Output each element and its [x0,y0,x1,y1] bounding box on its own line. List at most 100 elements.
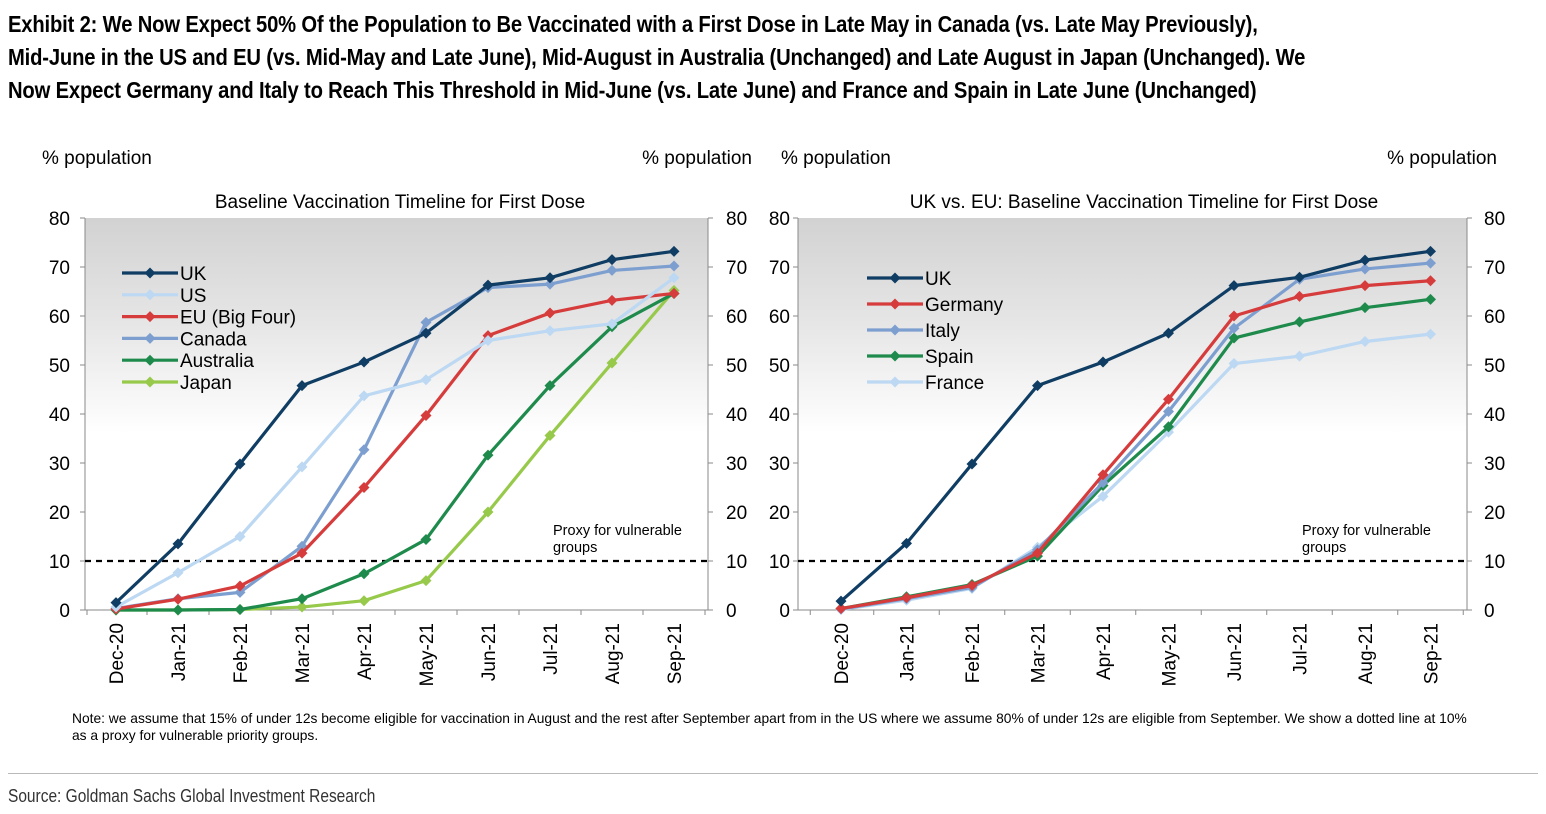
x-tick-label: Feb-21 [963,623,984,683]
legend-label: US [180,286,206,307]
y-tick-label-right: 30 [1484,454,1505,475]
data-point-uk [1294,271,1305,283]
data-point-france [1425,328,1436,340]
x-tick-label: Sep-21 [665,623,686,684]
data-point-germany [1097,469,1109,481]
exhibit-title-line-3: Now Expect Germany and Italy to Reach Th… [8,77,1257,103]
legend-marker [144,289,156,301]
series-group [110,245,680,616]
x-tick-label: Sep-21 [1422,623,1443,684]
y-axis-label-right: % population [1387,148,1497,169]
x-tick-label: Aug-21 [1356,623,1377,684]
data-point-eu-big-four [420,409,432,421]
y-tick-label-right: 70 [1484,258,1505,279]
data-point-japan [420,575,432,587]
data-point-germany [1032,547,1043,559]
data-point-canada [544,278,556,290]
data-point-australia [482,449,494,461]
y-tick-label-right: 20 [1484,503,1505,524]
legend-marker [889,376,901,388]
data-point-eu-big-four [668,287,680,299]
data-point-canada [358,444,370,456]
data-point-germany [1425,275,1436,287]
x-tick-label: Jul-21 [541,623,562,675]
data-point-us [420,374,432,386]
legend-item-germany: Germany [867,295,1004,316]
x-tick-label: Dec-20 [832,623,853,684]
series-uk [835,245,1436,607]
legend: UK Germany Italy Spain France [867,269,1004,394]
legend-marker [144,354,156,366]
y-tick-label-right: 50 [1484,356,1505,377]
proxy-label: Proxy for vulnerable [553,523,682,539]
series-uk [110,245,680,609]
y-tick-label-right: 20 [726,503,747,524]
y-tick-label-left: 10 [49,552,70,573]
y-tick-label-right: 60 [726,307,747,328]
exhibit-title-line-1: Exhibit 2: We Now Expect 50% Of the Popu… [8,11,1258,37]
data-point-germany [1163,393,1174,405]
data-point-eu-big-four [606,294,618,306]
legend-label: Germany [925,295,1004,316]
legend-label: Italy [925,321,960,342]
data-point-us [358,390,370,402]
series-line-germany [840,279,1431,611]
data-point-us [544,325,556,337]
data-point-germany [1294,290,1305,302]
series-line-uk [114,249,675,604]
legend-item-uk: UK [867,269,952,290]
legend-label: Canada [180,329,247,350]
legend-label: UK [925,269,952,290]
legend-label: Japan [180,373,232,394]
x-tick-label: Jan-21 [898,623,919,681]
x-tick-label: Mar-21 [1029,623,1050,683]
x-tick-label: May-21 [1160,623,1181,686]
data-point-eu-big-four [544,307,556,319]
series-line-canada [115,264,675,611]
data-point-uk [1163,327,1174,339]
data-point-uk [358,356,370,368]
x-tick-label: Mar-21 [293,623,314,683]
data-point-spain [1425,293,1436,305]
chart-title: Baseline Vaccination Timeline for First … [215,192,585,213]
legend-item-australia: Australia [122,351,254,372]
x-tick-label: Jun-21 [1225,623,1246,681]
data-point-canada [668,260,680,272]
y-tick-label-left: 50 [769,356,790,377]
data-point-germany [966,580,978,591]
data-point-italy [1359,263,1371,275]
footnote: Note: we assume that 15% of under 12s be… [72,711,1467,743]
y-tick-label-left: 60 [769,307,790,328]
legend-item-eu-big-four: EU (Big Four) [122,308,296,329]
y-tick-label-left: 70 [49,258,70,279]
y-axis-label-left: % population [781,148,891,169]
data-point-france [1359,335,1371,347]
data-point-japan [358,595,370,607]
data-point-italy [1228,322,1240,334]
data-point-japan [296,601,308,613]
data-point-australia [234,604,246,616]
source-line: Source: Goldman Sachs Global Investment … [8,786,376,806]
data-point-canada [606,264,618,276]
data-point-japan [606,357,618,369]
y-tick-label-right: 80 [726,209,747,230]
series-line-us [115,276,675,609]
data-point-spain [1359,302,1371,314]
exhibit-title-line-2: Mid-June in the US and EU (vs. Mid-May a… [8,44,1306,70]
series-group [835,245,1436,616]
legend-label: France [925,373,984,394]
data-point-eu-big-four [172,593,184,605]
data-point-uk [482,279,494,291]
chart-title: UK vs. EU: Baseline Vaccination Timeline… [910,192,1379,213]
proxy-label: groups [1302,540,1346,556]
exhibit-title: Exhibit 2: We Now Expect 50% Of the Popu… [8,8,1539,107]
data-point-uk [110,597,122,609]
y-tick-label-left: 20 [49,503,70,524]
data-point-uk [544,272,556,284]
x-tick-label: Feb-21 [231,623,252,683]
y-tick-label-left: 10 [769,552,790,573]
y-tick-label-right: 10 [1484,552,1505,573]
y-tick-label-left: 80 [769,209,790,230]
